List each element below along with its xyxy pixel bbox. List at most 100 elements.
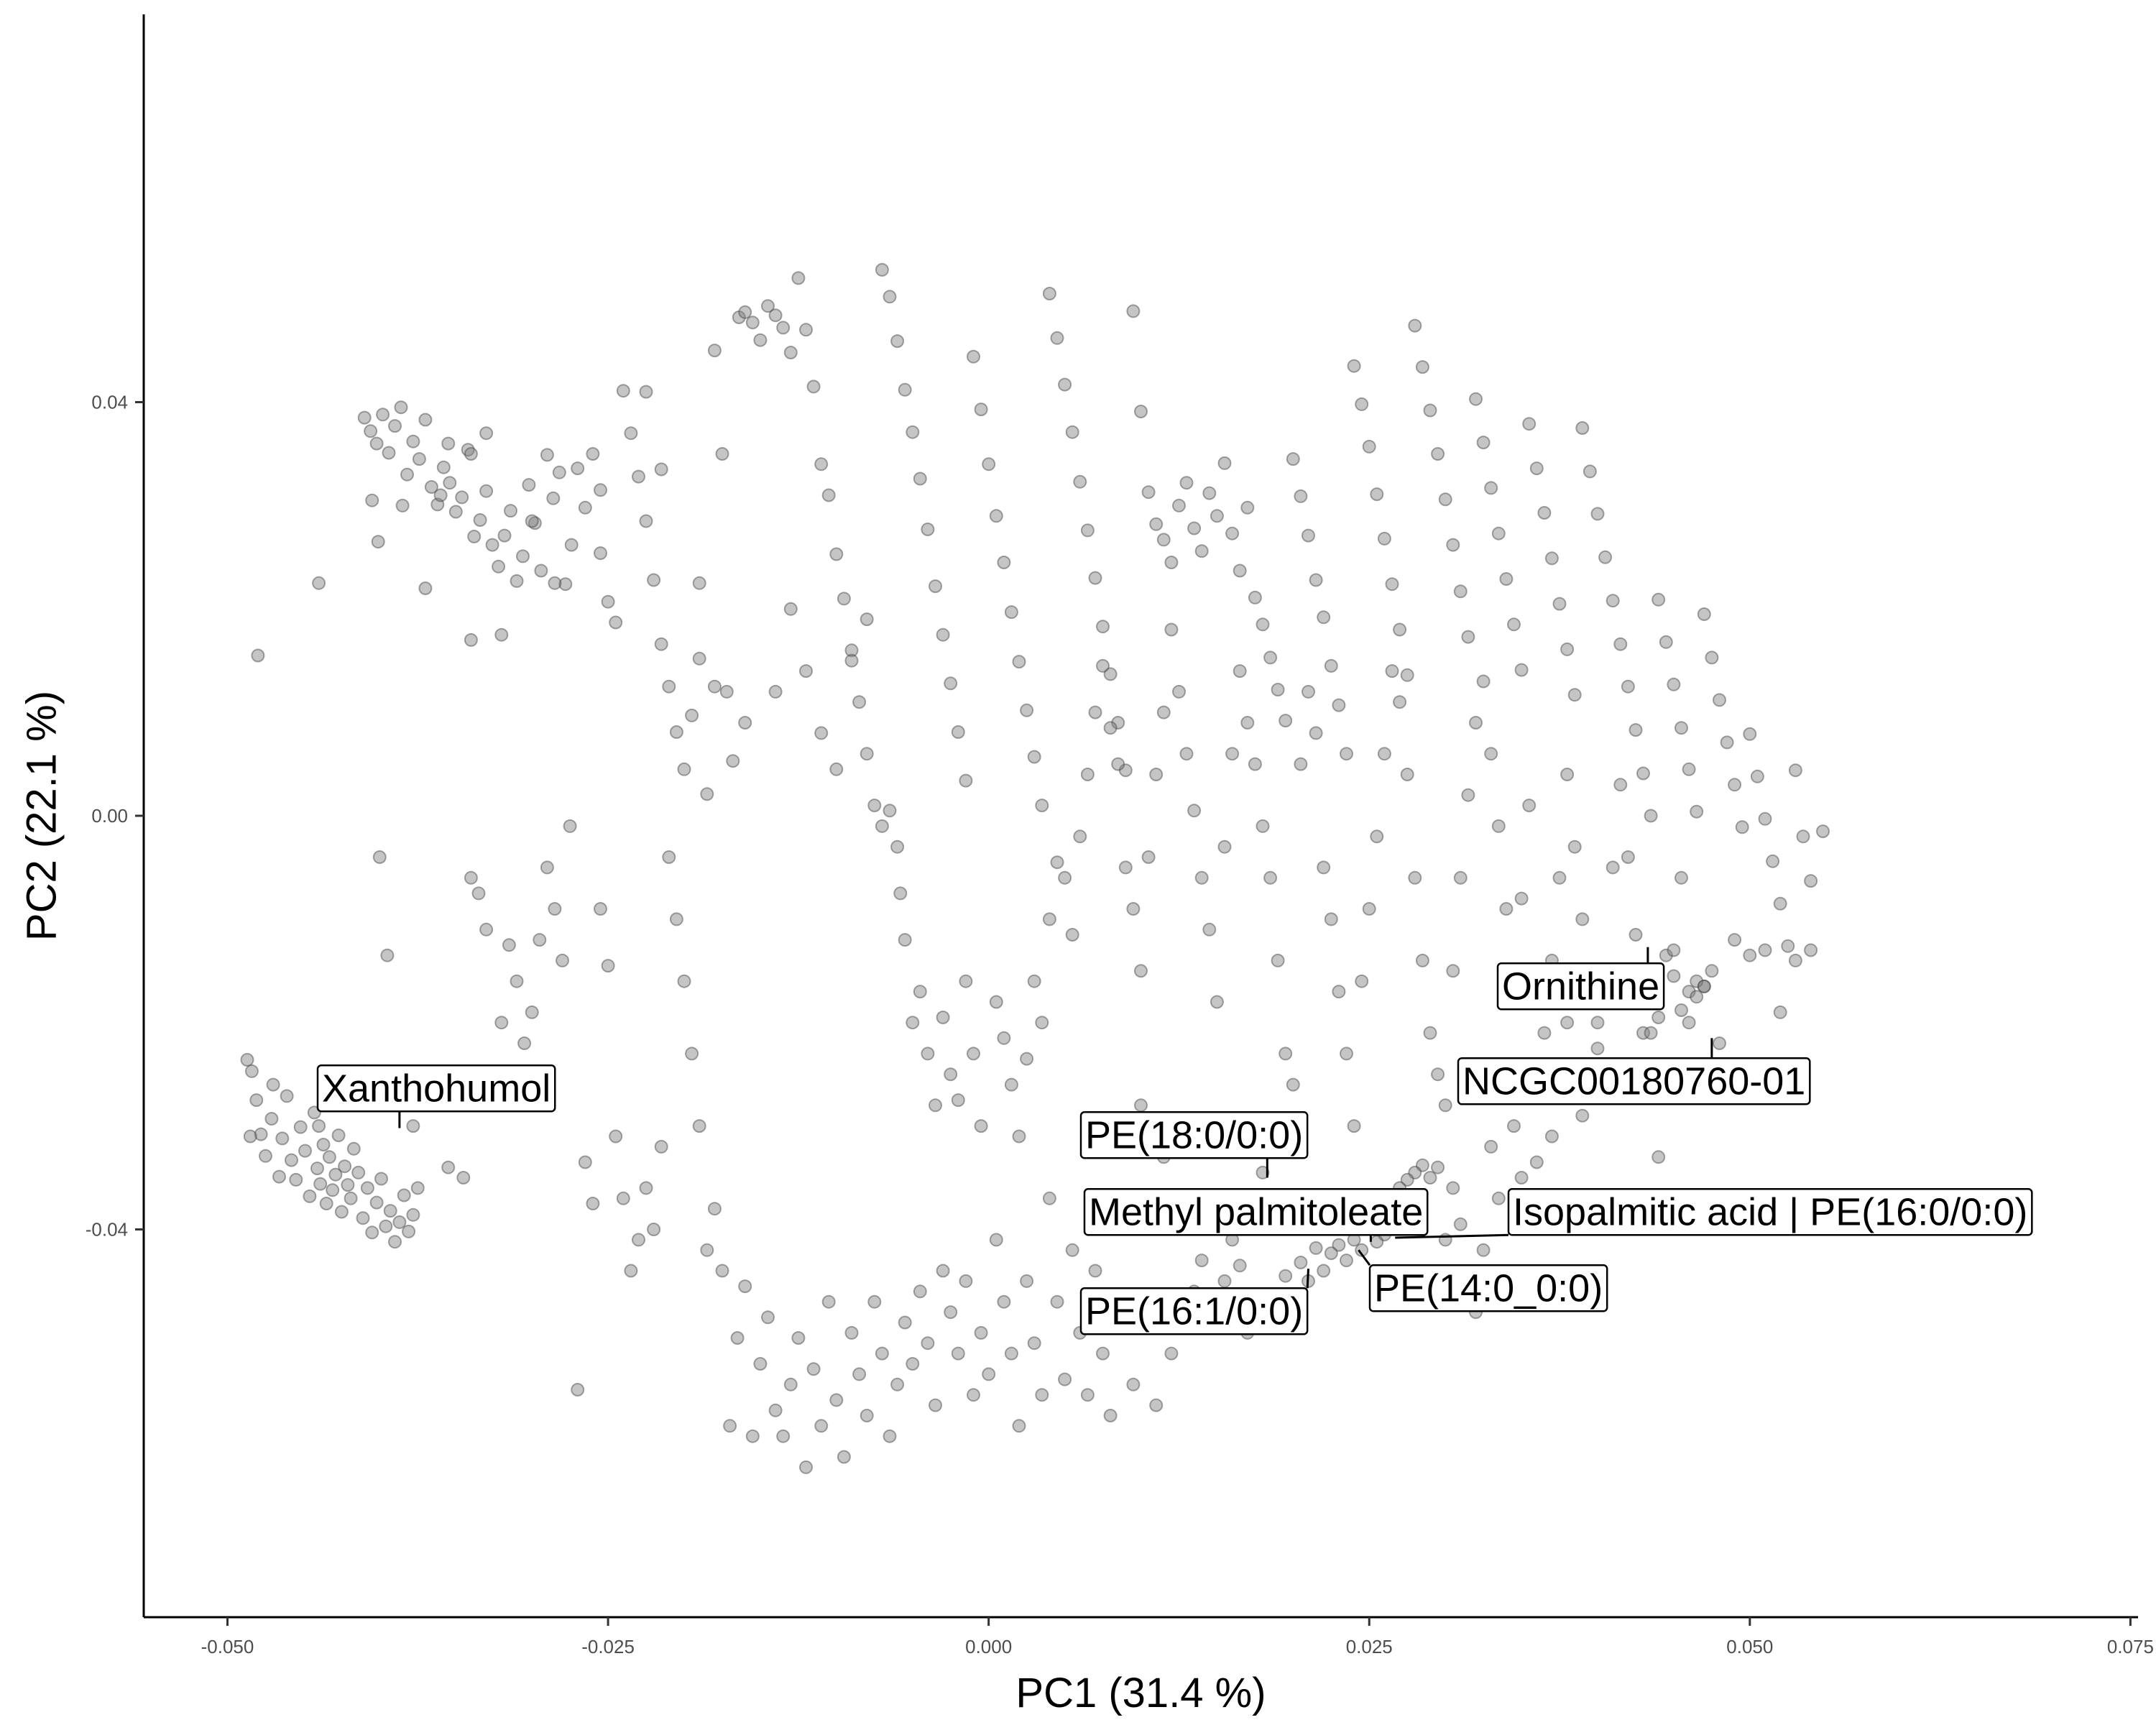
data-point (624, 1264, 638, 1278)
data-point (875, 262, 889, 277)
data-point (837, 1450, 851, 1464)
data-point (1058, 377, 1072, 392)
point-label: NCGC00180760-01 (1457, 1038, 1811, 1105)
data-point (913, 985, 927, 999)
x-tick-label: 0.050 (1726, 1636, 1773, 1657)
data-point (1012, 1129, 1026, 1144)
data-point (929, 1098, 942, 1113)
data-point (1743, 948, 1757, 962)
data-point (860, 1409, 874, 1422)
data-point (1507, 1119, 1521, 1133)
data-point (745, 316, 760, 330)
data-point (1408, 318, 1422, 333)
data-point (639, 514, 653, 528)
label-text: PE(18:0/0:0) (1085, 1113, 1303, 1156)
data-point (1690, 974, 1704, 988)
data-point (799, 323, 813, 337)
y-tick-label: 0.00 (91, 805, 128, 827)
data-point (1096, 620, 1110, 634)
data-point (504, 504, 517, 518)
data-point (639, 1181, 653, 1195)
x-tick-label: 0.075 (2107, 1636, 2154, 1657)
data-point (997, 1031, 1011, 1045)
data-point (412, 452, 426, 466)
data-point (285, 1153, 298, 1167)
data-point (829, 762, 844, 776)
data-point (1035, 1388, 1049, 1402)
data-point (1332, 1238, 1346, 1252)
data-point (1804, 943, 1818, 957)
data-point (1514, 891, 1529, 906)
data-point (776, 1429, 791, 1443)
data-point (898, 382, 912, 397)
data-point (259, 1149, 272, 1163)
data-point (1461, 788, 1475, 802)
data-point (959, 974, 973, 988)
data-point (1651, 1150, 1666, 1164)
data-point (1522, 799, 1537, 813)
data-point (1111, 716, 1125, 730)
data-point (1484, 747, 1498, 761)
data-point (510, 974, 524, 988)
data-point (406, 1119, 420, 1133)
data-point (249, 1093, 264, 1108)
data-point (1080, 768, 1095, 781)
data-point (982, 457, 996, 472)
data-point (1141, 485, 1156, 500)
data-point (485, 538, 499, 552)
data-point (563, 819, 577, 833)
data-point (1644, 1026, 1658, 1040)
data-point (1294, 489, 1308, 503)
data-point (601, 959, 615, 973)
data-point (726, 754, 740, 768)
data-point (944, 1305, 958, 1320)
data-point (1743, 727, 1757, 741)
data-point (1035, 1016, 1049, 1030)
data-point (951, 725, 965, 739)
data-point (1697, 607, 1711, 621)
data-point (1370, 487, 1384, 502)
data-point (1194, 1254, 1209, 1268)
data-point (1012, 655, 1026, 669)
data-point (272, 1169, 286, 1184)
data-point (936, 1011, 950, 1024)
point-label: Ornithine (1496, 947, 1665, 1011)
data-point (1651, 1011, 1666, 1024)
data-point (578, 1155, 592, 1169)
data-point (936, 627, 950, 642)
data-point (1004, 605, 1018, 620)
data-point (1126, 902, 1141, 916)
data-point (1522, 417, 1537, 431)
axes: -0.050 -0.025 0.000 0.025 0.050 0.075 0.040.0… (86, 14, 2154, 1657)
data-point (1217, 1274, 1232, 1288)
data-point (1590, 1041, 1605, 1056)
data-point (1096, 658, 1110, 673)
label-leader-line (1395, 1233, 1509, 1239)
data-point (1058, 870, 1072, 885)
data-point (1256, 617, 1270, 632)
data-point (344, 1191, 358, 1205)
data-point (540, 448, 554, 462)
data-point (1194, 870, 1209, 885)
data-point (654, 637, 668, 651)
data-point (806, 380, 821, 394)
data-point (303, 1189, 317, 1203)
data-point (1529, 1155, 1544, 1169)
data-point (1294, 757, 1308, 771)
data-point (1469, 392, 1483, 406)
data-point (654, 462, 668, 477)
data-point (1705, 964, 1719, 978)
data-point (251, 648, 265, 663)
label-text: Ornithine (1502, 965, 1659, 1008)
data-point (1058, 1372, 1072, 1386)
data-point (1636, 1026, 1650, 1040)
data-point (1050, 1294, 1064, 1309)
data-point (632, 469, 645, 484)
data-point (312, 1119, 326, 1133)
data-point (1728, 778, 1742, 792)
data-point (745, 1429, 760, 1443)
data-point (1134, 964, 1148, 978)
data-point (360, 1181, 374, 1195)
data-point (471, 886, 486, 901)
data-point (707, 344, 722, 358)
